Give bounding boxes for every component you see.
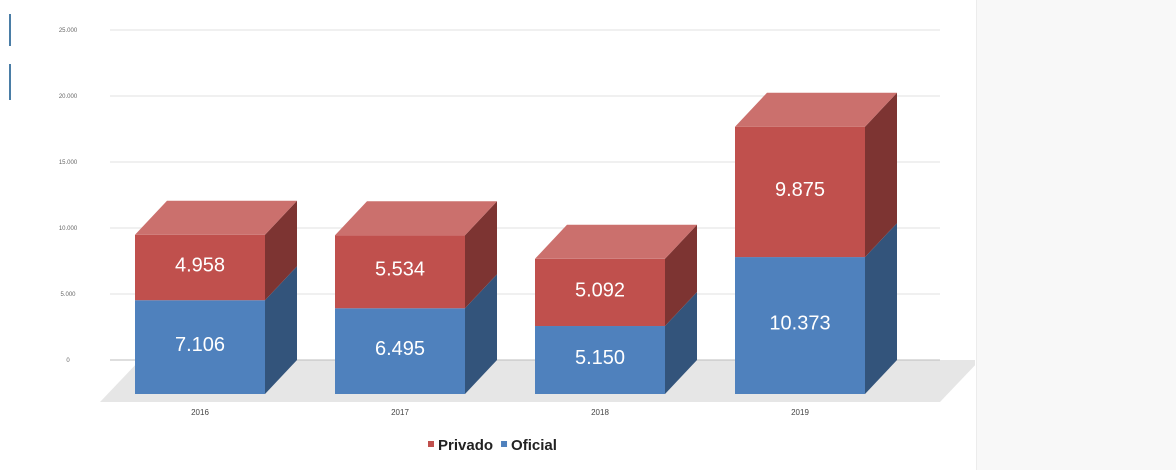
data-label-privado: 5.534 [375, 259, 425, 281]
bar-privado-top [335, 201, 497, 236]
bar-privado-top [535, 224, 697, 259]
bar-oficial-front [135, 300, 265, 394]
page-edge-mark-top [9, 14, 11, 46]
bar-privado-side [265, 200, 297, 301]
x-tick-label: 2018 [591, 408, 609, 417]
y-axis-ticks: 0 5.000 10.000 15.000 20.000 25.000 [59, 28, 78, 364]
x-tick-label: 2016 [191, 408, 209, 417]
y-tick-label: 15.000 [59, 160, 78, 166]
y-tick-label: 20.000 [59, 94, 78, 100]
data-label-privado: 5.092 [575, 279, 625, 301]
right-side-panel [976, 0, 1176, 470]
stacked-bar-chart: 0 5.000 10.000 15.000 20.000 25.000 7.106 4.95… [59, 28, 975, 454]
bar-group [735, 92, 897, 394]
bar-privado-front [135, 234, 265, 301]
y-tick-label: 10.000 [59, 226, 78, 232]
bar-oficial-side [265, 266, 297, 394]
bar-group [535, 224, 697, 394]
bar-privado-side [665, 224, 697, 327]
bar-privado-front [735, 126, 865, 258]
bar-privado-top [735, 92, 897, 127]
bar-privado-side [865, 92, 897, 258]
data-label-privado: 4.958 [175, 254, 225, 276]
bar-oficial-side [465, 274, 497, 394]
chart-panel: 0 5.000 10.000 15.000 20.000 25.000 7.106 4.95… [40, 0, 975, 470]
bar-oficial-front [535, 326, 665, 394]
bars [135, 92, 897, 394]
bar-oficial-side [665, 292, 697, 394]
x-axis-ticks: 2016 2017 2018 2019 [191, 408, 809, 417]
bar-privado-front [335, 235, 465, 309]
bar-group [335, 201, 497, 394]
bar-group [135, 200, 297, 394]
data-label-oficial: 7.106 [175, 334, 225, 356]
x-tick-label: 2019 [791, 408, 809, 417]
bar-oficial-front [335, 308, 465, 394]
legend-swatch-oficial [501, 441, 508, 447]
bar-privado-side [465, 201, 497, 309]
data-label-oficial: 6.495 [375, 338, 425, 360]
legend-label-privado: Privado [438, 437, 493, 454]
legend: Privado Oficial [428, 437, 557, 454]
page-edge-mark-bottom [9, 64, 11, 100]
x-tick-label: 2017 [391, 408, 409, 417]
data-label-privado: 9.875 [775, 179, 825, 201]
y-tick-label: 0 [66, 358, 70, 364]
legend-label-oficial: Oficial [511, 437, 557, 454]
bar-privado-front [535, 258, 665, 327]
data-label-oficial: 10.373 [769, 313, 830, 335]
bar-oficial-side [865, 223, 897, 394]
y-tick-label: 5.000 [60, 292, 76, 298]
data-labels: 7.106 4.958 6.495 5.534 5.150 5.092 10.373 9.87… [175, 179, 831, 369]
bar-privado-top [135, 200, 297, 235]
y-tick-label: 25.000 [59, 28, 78, 34]
bar-oficial-front [735, 257, 865, 394]
data-label-oficial: 5.150 [575, 347, 625, 369]
legend-swatch-privado [428, 441, 434, 447]
